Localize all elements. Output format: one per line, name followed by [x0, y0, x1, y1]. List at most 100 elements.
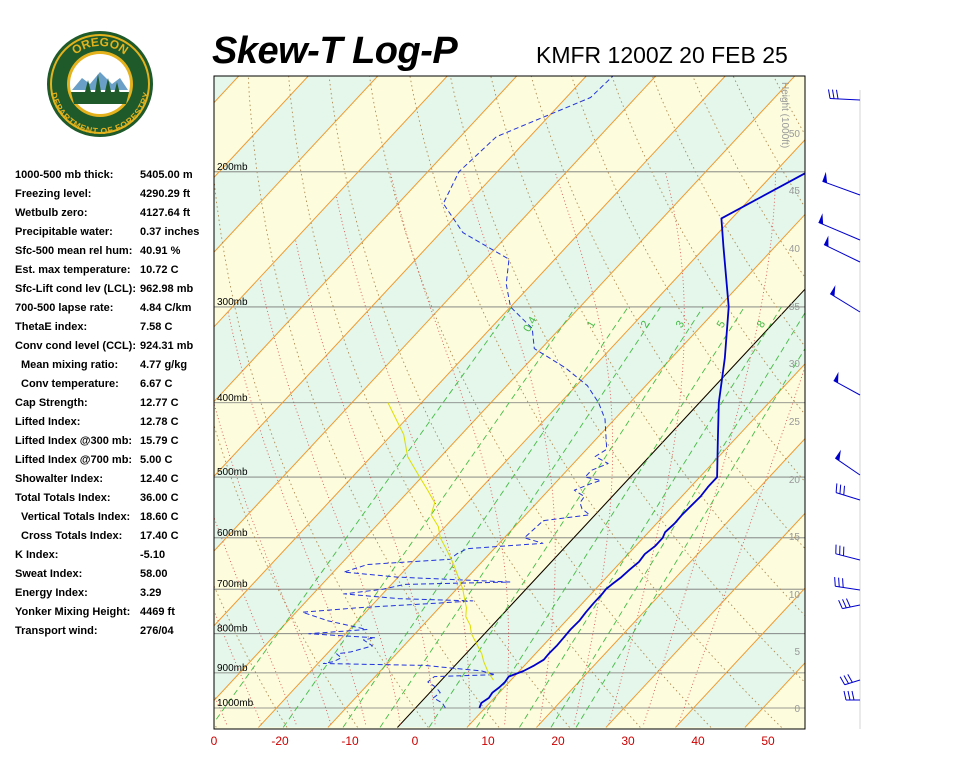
index-label: Sfc-500 mean rel hum:: [15, 245, 133, 257]
index-value: 5.00 C: [140, 454, 173, 466]
seal-top-text: OREGON: [69, 35, 131, 58]
x-tick-label: 0: [211, 734, 218, 748]
wind-barb-staff: [835, 492, 861, 501]
index-value: 4290.29 ft: [140, 188, 191, 200]
x-tick-label: 10: [481, 734, 495, 748]
index-label: Transport wind:: [15, 625, 98, 637]
index-label: Mean mixing ratio:: [21, 359, 119, 371]
plot-frame: [213, 75, 806, 730]
x-tick-label: 20: [551, 734, 565, 748]
isotherm-band: [814, 53, 960, 727]
x-tick-label: -20: [271, 734, 289, 748]
wind-barb-feather: [843, 690, 847, 701]
isotherm-line: [536, 437, 805, 728]
index-value: 3.29: [140, 587, 162, 599]
pressure-label: 400mb: [217, 393, 248, 404]
index-row: ThetaE index: 7.58 C: [15, 321, 215, 340]
chart-title: Skew-T Log-P: [212, 30, 458, 72]
pressure-label: 1000mb: [217, 698, 254, 709]
station-time-label: KMFR 1200Z 20 FEB 25: [536, 42, 788, 68]
index-value: 12.40 C: [140, 473, 179, 485]
mixing-ratio-line: [575, 347, 805, 728]
index-value: 5405.00 m: [140, 169, 193, 181]
parcel-trace: [387, 402, 494, 681]
index-row: Sfc-Lift cond lev (LCL): 962.98 mb: [15, 283, 215, 302]
wind-barb-feather: [838, 599, 843, 609]
index-row: Freezing level: 4290.29 ft: [15, 188, 215, 207]
index-label: Lifted Index @300 mb:: [15, 435, 133, 447]
pressure-label: 900mb: [217, 663, 248, 674]
dry-adiabat-line: [214, 584, 288, 728]
index-label: Lifted Index @700 mb:: [15, 454, 133, 466]
mixing-ratio-label: 8: [755, 319, 768, 330]
wind-barb-feather: [847, 690, 851, 701]
mixing-ratio-line: [428, 306, 704, 728]
index-label: Total Totals Index:: [15, 492, 111, 504]
isotherm-line: [214, 76, 379, 253]
x-tick-label: 30: [621, 734, 635, 748]
index-row: Precipitable water: 0.37 inches: [15, 226, 215, 245]
wind-barb-feather: [839, 676, 846, 685]
mixing-ratio-line: [342, 306, 629, 728]
isotherm-line: [258, 138, 805, 728]
height-tick-label: 40: [789, 244, 801, 255]
wind-barb-staff: [834, 457, 861, 476]
index-value: 962.98 mb: [140, 283, 194, 295]
index-row: Conv temperature: 6.67 C: [15, 378, 215, 397]
x-tick-label: 40: [691, 734, 705, 748]
index-row: Lifted Index: 12.78 C: [15, 416, 215, 435]
index-row: Energy Index: 3.29: [15, 587, 215, 606]
index-value: 36.00 C: [140, 492, 179, 504]
index-label: Sweat Index:: [15, 568, 83, 580]
wind-barb-feather: [842, 599, 847, 608]
height-tick-label: 30: [789, 359, 801, 370]
dry-adiabat-line: [841, 53, 960, 727]
index-label: Yonker Mixing Height:: [15, 606, 131, 618]
index-label: Conv cond level (CCL):: [15, 340, 137, 352]
mixing-ratio-label: 2: [639, 319, 652, 330]
wind-barb-feather: [835, 89, 839, 99]
wind-barbs: [818, 89, 861, 729]
oregon-forestry-logo: OREGON DEPARTMENT OF FORESTRY: [46, 30, 154, 138]
index-value: 18.60 C: [140, 511, 179, 523]
index-row: Cross Totals Index: 17.40 C: [15, 530, 215, 549]
index-row: Lifted Index @300 mb: 15.79 C: [15, 435, 215, 454]
index-row: Transport wind: 276/04: [15, 625, 215, 644]
index-label: Lifted Index:: [15, 416, 81, 428]
wind-barb-staff: [835, 585, 861, 591]
pressure-label: 200mb: [217, 162, 248, 173]
index-label: Sfc-Lift cond lev (LCL):: [15, 283, 136, 295]
dry-adiabat-line: [214, 175, 429, 728]
mixing-ratio-label: 5: [715, 319, 728, 330]
wind-barb-flag: [822, 171, 828, 183]
index-value: 12.78 C: [140, 416, 179, 428]
sounding-series: [301, 76, 805, 709]
wind-barb-staff: [842, 604, 861, 610]
isotherm-line: [605, 512, 805, 728]
index-label: Precipitable water:: [15, 226, 113, 238]
index-row: Wetbulb zero: 4127.64 ft: [15, 207, 215, 226]
index-row: Vertical Totals Index: 18.60 C: [15, 511, 215, 530]
mixing-ratio-line: [519, 306, 782, 728]
index-label: Freezing level:: [15, 188, 92, 200]
moist-adiabat-line: [214, 609, 262, 725]
wind-barb-feather: [827, 89, 831, 99]
index-label: K Index:: [15, 549, 59, 561]
wind-barb-feather: [851, 690, 855, 701]
index-label: Energy Index:: [15, 587, 88, 599]
index-row: 1000-500 mb thick: 5405.00 m: [15, 169, 215, 188]
index-value: 4469 ft: [140, 606, 175, 618]
dewpoint-trace: [301, 76, 614, 709]
wind-barb-feather: [834, 577, 836, 587]
height-tick-label: 5: [794, 647, 800, 658]
index-value: 4.77 g/kg: [140, 359, 188, 371]
index-label: Cross Totals Index:: [21, 530, 123, 542]
x-tick-label: -10: [341, 734, 359, 748]
dry-adiabat-line: [651, 76, 805, 348]
isotherm-line: [675, 587, 805, 728]
index-row: Mean mixing ratio: 4.77 g/kg: [15, 359, 215, 378]
wind-barb-staff: [829, 293, 861, 313]
wind-barb-staff: [818, 222, 861, 241]
wind-barb-staff: [822, 180, 861, 196]
